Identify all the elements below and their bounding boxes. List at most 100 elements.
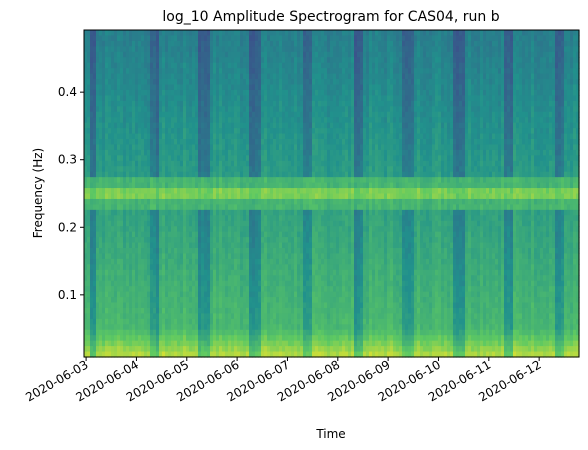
spectrogram-cell [159, 57, 163, 64]
spectrogram-cell [87, 324, 91, 331]
spectrogram-cell [270, 269, 274, 276]
spectrogram-cell [96, 346, 100, 353]
spectrogram-cell [183, 318, 187, 325]
spectrogram-cell [279, 329, 283, 336]
spectrogram-cell [258, 79, 262, 86]
spectrogram-cell [162, 133, 166, 140]
spectrogram-cell [249, 198, 253, 205]
spectrogram-cell [267, 57, 271, 64]
spectrogram-cell [288, 280, 292, 287]
spectrogram-cell [204, 128, 208, 135]
spectrogram-cell [108, 155, 112, 162]
spectrogram-cell [276, 144, 280, 151]
spectrogram-cell [252, 100, 256, 107]
spectrogram-cell [288, 215, 292, 222]
spectrogram-cell [195, 177, 199, 184]
spectrogram-cell [285, 51, 289, 58]
spectrogram-cell [297, 171, 301, 178]
spectrogram-cell [147, 133, 151, 140]
spectrogram-cell [255, 182, 259, 189]
spectrogram-cell [252, 275, 256, 282]
spectrogram-cell [135, 280, 139, 287]
spectrogram-cell [150, 209, 154, 216]
spectrogram-cell [144, 57, 148, 64]
spectrogram-cell [291, 340, 295, 347]
spectrogram-cell [135, 286, 139, 293]
spectrogram-cell [285, 215, 289, 222]
spectrogram-cell [306, 95, 310, 102]
spectrogram-cell [252, 144, 256, 151]
spectrogram-cell [243, 237, 247, 244]
spectrogram-cell [222, 335, 226, 342]
spectrogram-cell [198, 171, 202, 178]
spectrogram-cell [90, 204, 94, 211]
spectrogram-cell [282, 46, 286, 53]
spectrogram-cell [84, 73, 88, 80]
spectrogram-cell [261, 68, 265, 75]
spectrogram-cell [267, 248, 271, 255]
spectrogram-cell [156, 139, 160, 146]
spectrogram-cell [294, 166, 298, 173]
spectrogram-cell [150, 324, 154, 331]
spectrogram-cell [186, 128, 190, 135]
spectrogram-cell [186, 177, 190, 184]
spectrogram-cell [252, 291, 256, 298]
spectrogram-cell [141, 144, 145, 151]
spectrogram-cell [120, 171, 124, 178]
spectrogram-cell [216, 117, 220, 124]
spectrogram-cell [294, 237, 298, 244]
spectrogram-cell [132, 46, 136, 53]
spectrogram-cell [303, 269, 307, 276]
spectrogram-cell [261, 204, 265, 211]
spectrogram-cell [210, 318, 214, 325]
spectrogram-cell [105, 171, 109, 178]
spectrogram-cell [99, 226, 103, 233]
spectrogram-cell [255, 286, 259, 293]
spectrogram-cell [165, 351, 169, 358]
spectrogram-cell [162, 122, 166, 129]
spectrogram-cell [279, 79, 283, 86]
spectrogram-cell [108, 144, 112, 151]
spectrogram-cell [147, 297, 151, 304]
spectrogram-cell [87, 84, 91, 91]
spectrogram-cell [177, 57, 181, 64]
spectrogram-cell [231, 318, 235, 325]
spectrogram-cell [177, 122, 181, 129]
spectrogram-cell [141, 269, 145, 276]
spectrogram-cell [216, 248, 220, 255]
spectrogram-cell [177, 193, 181, 200]
spectrogram-cell [159, 79, 163, 86]
spectrogram-cell [303, 280, 307, 287]
spectrogram-cell [108, 160, 112, 167]
spectrogram-cell [273, 149, 277, 156]
spectrogram-cell [141, 220, 145, 227]
spectrogram-cell [330, 297, 334, 304]
spectrogram-cell [252, 133, 256, 140]
spectrogram-cell [246, 128, 250, 135]
spectrogram-cell [174, 291, 178, 298]
spectrogram-cell [258, 226, 262, 233]
spectrogram-cell [273, 40, 277, 47]
spectrogram-cell [270, 57, 274, 64]
spectrogram-cell [246, 340, 250, 347]
spectrogram-cell [177, 128, 181, 135]
spectrogram-cell [189, 106, 193, 113]
spectrogram-cell [231, 188, 235, 195]
spectrogram-cell [150, 30, 154, 37]
spectrogram-cell [327, 220, 331, 227]
spectrogram-cell [264, 122, 268, 129]
spectrogram-cell [312, 280, 316, 287]
spectrogram-cell [273, 128, 277, 135]
spectrogram-cell [108, 51, 112, 58]
spectrogram-cell [114, 73, 118, 80]
spectrogram-cell [207, 253, 211, 260]
spectrogram-cell [324, 122, 328, 129]
spectrogram-cell [258, 171, 262, 178]
spectrogram-cell [219, 242, 223, 249]
spectrogram-cell [273, 139, 277, 146]
spectrogram-cell [195, 226, 199, 233]
spectrogram-cell [105, 166, 109, 173]
spectrogram-cell [303, 215, 307, 222]
spectrogram-cell [108, 198, 112, 205]
spectrogram-cell [258, 264, 262, 271]
